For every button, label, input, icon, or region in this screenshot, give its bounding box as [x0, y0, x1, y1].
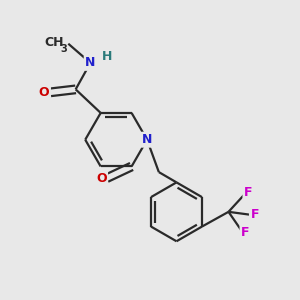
Text: H: H [101, 50, 112, 63]
Text: N: N [85, 56, 96, 69]
Text: 3: 3 [61, 44, 68, 54]
Text: CH: CH [44, 36, 64, 49]
Text: O: O [96, 172, 106, 185]
Text: F: F [241, 226, 250, 239]
Text: N: N [142, 133, 152, 146]
Text: F: F [250, 208, 259, 221]
Text: F: F [244, 186, 253, 199]
Text: O: O [39, 86, 50, 99]
